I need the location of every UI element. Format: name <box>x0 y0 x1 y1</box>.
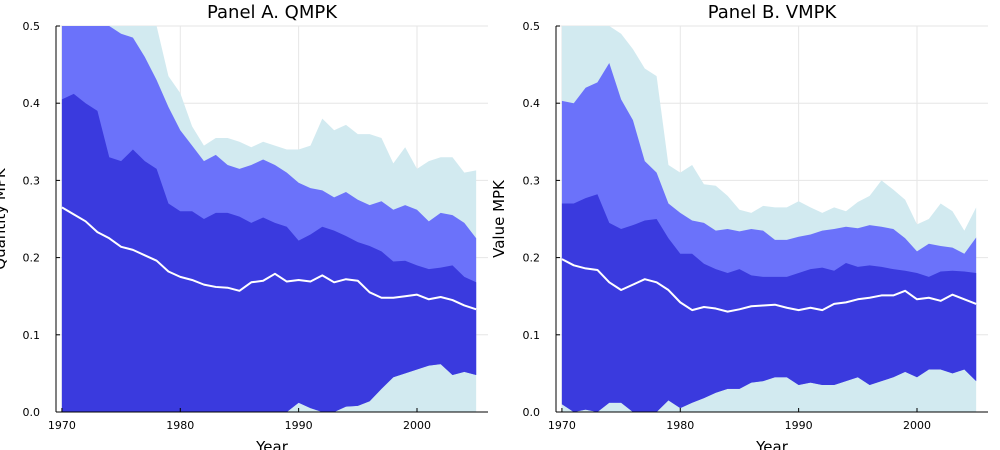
panel-b-y-tick-label: 0.0 <box>523 406 541 419</box>
panel-b-axes <box>555 26 988 413</box>
panel-a-x-tick-label: 2000 <box>403 419 431 432</box>
panel-a-x-tick-label: 1990 <box>285 419 313 432</box>
panel-b-series-median <box>561 258 977 313</box>
panel-a-y-tick-label: 0.0 <box>23 406 41 419</box>
panel-a-band-inner <box>61 93 477 412</box>
panel-b-y-tick-label: 0.1 <box>523 329 541 342</box>
panel-a-y-tick-label: 0.3 <box>23 174 41 187</box>
panel-a-x-tick-label: 1980 <box>166 419 194 432</box>
panel-a-series-median <box>61 206 477 311</box>
panel-b-band-inner <box>561 194 977 412</box>
panel-a-y-axis-label: Quantity MPK <box>0 167 9 270</box>
panel-b-x-tick-label: 1990 <box>785 419 813 432</box>
panel-a-y-tick-label: 0.2 <box>23 252 41 265</box>
panel-a-y-tick-label: 0.4 <box>23 97 41 110</box>
panel-a-title: Panel A. QMPK <box>207 2 338 23</box>
panel-a-y-tick-label: 0.5 <box>23 20 41 33</box>
panel-b-y-tick-label: 0.5 <box>523 20 541 33</box>
panel-b-areas <box>561 26 977 412</box>
panel-a-x-tick-label: 1970 <box>48 419 76 432</box>
panel-b-y-axis-label: Value MPK <box>490 179 508 258</box>
panel-a-areas <box>61 26 477 412</box>
panel-a-ticks: 1970 1980 1990 2000 0.0 0.1 0.2 0.3 0.4 0.5 <box>23 20 431 432</box>
panel-a-qmpk: 1970 1980 1990 2000 0.0 0.1 0.2 0.3 0.4 0.5 Panel… <box>0 2 488 450</box>
panel-b-title: Panel B. VMPK <box>708 2 838 23</box>
panel-a-axes <box>55 26 488 413</box>
panel-b-x-axis-label: Year <box>755 438 789 450</box>
panel-a-y-tick-label: 0.1 <box>23 329 41 342</box>
panel-a-x-axis-label: Year <box>255 438 289 450</box>
panel-b-y-tick-label: 0.4 <box>523 97 541 110</box>
panel-b-ticks: 1970 1980 1990 2000 0.0 0.1 0.2 0.3 0.4 0.5 <box>523 20 931 432</box>
panel-b-vmpk: 1970 1980 1990 2000 0.0 0.1 0.2 0.3 0.4 0.5 Panel… <box>490 2 988 450</box>
panel-b-x-tick-label: 1980 <box>666 419 694 432</box>
panel-b-y-tick-label: 0.3 <box>523 174 541 187</box>
panel-b-x-tick-label: 2000 <box>903 419 931 432</box>
panel-b-y-tick-label: 0.2 <box>523 252 541 265</box>
panel-b-x-tick-label: 1970 <box>548 419 576 432</box>
